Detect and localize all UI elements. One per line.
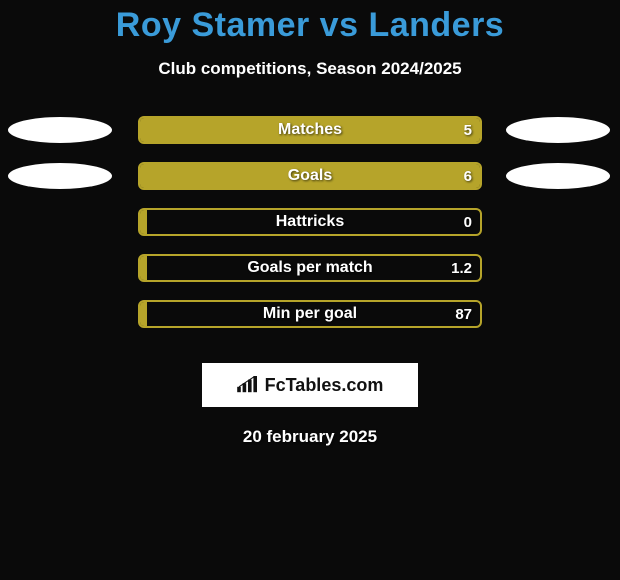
stat-bar: Min per goal87: [138, 300, 482, 328]
player-ellipse-right: [506, 163, 610, 189]
stat-bar-fill: [140, 210, 147, 234]
bar-chart-icon: [237, 376, 259, 394]
stat-row: Goals6: [0, 153, 620, 199]
stat-value: 1.2: [451, 260, 472, 277]
stat-value: 87: [455, 306, 472, 323]
stat-value: 0: [464, 214, 472, 231]
stat-row: Min per goal87: [0, 291, 620, 337]
stat-bar-fill: [140, 164, 480, 188]
date-label: 20 february 2025: [0, 427, 620, 447]
stat-bar: Goals6: [138, 162, 482, 190]
stat-label: Goals per match: [140, 259, 480, 277]
stat-label: Hattricks: [140, 213, 480, 231]
logo-box[interactable]: FcTables.com: [202, 363, 418, 407]
player-ellipse-left: [8, 117, 112, 143]
player-ellipse-left: [8, 163, 112, 189]
comparison-card: Roy Stamer vs Landers Club competitions,…: [0, 0, 620, 580]
stat-row: Matches5: [0, 107, 620, 153]
stat-bar: Matches5: [138, 116, 482, 144]
stat-rows-container: Matches5 Goals6 Hattricks0 Goals per match1…: [0, 107, 620, 337]
stat-bar-fill: [140, 256, 147, 280]
page-title: Roy Stamer vs Landers: [0, 6, 620, 45]
subtitle: Club competitions, Season 2024/2025: [0, 59, 620, 79]
stat-bar: Hattricks0: [138, 208, 482, 236]
stat-bar: Goals per match1.2: [138, 254, 482, 282]
logo-text: FcTables.com: [265, 375, 384, 396]
stat-row: Hattricks0: [0, 199, 620, 245]
stat-bar-fill: [140, 302, 147, 326]
stat-label: Min per goal: [140, 305, 480, 323]
stat-row: Goals per match1.2: [0, 245, 620, 291]
player-ellipse-right: [506, 117, 610, 143]
stat-bar-fill: [140, 118, 480, 142]
